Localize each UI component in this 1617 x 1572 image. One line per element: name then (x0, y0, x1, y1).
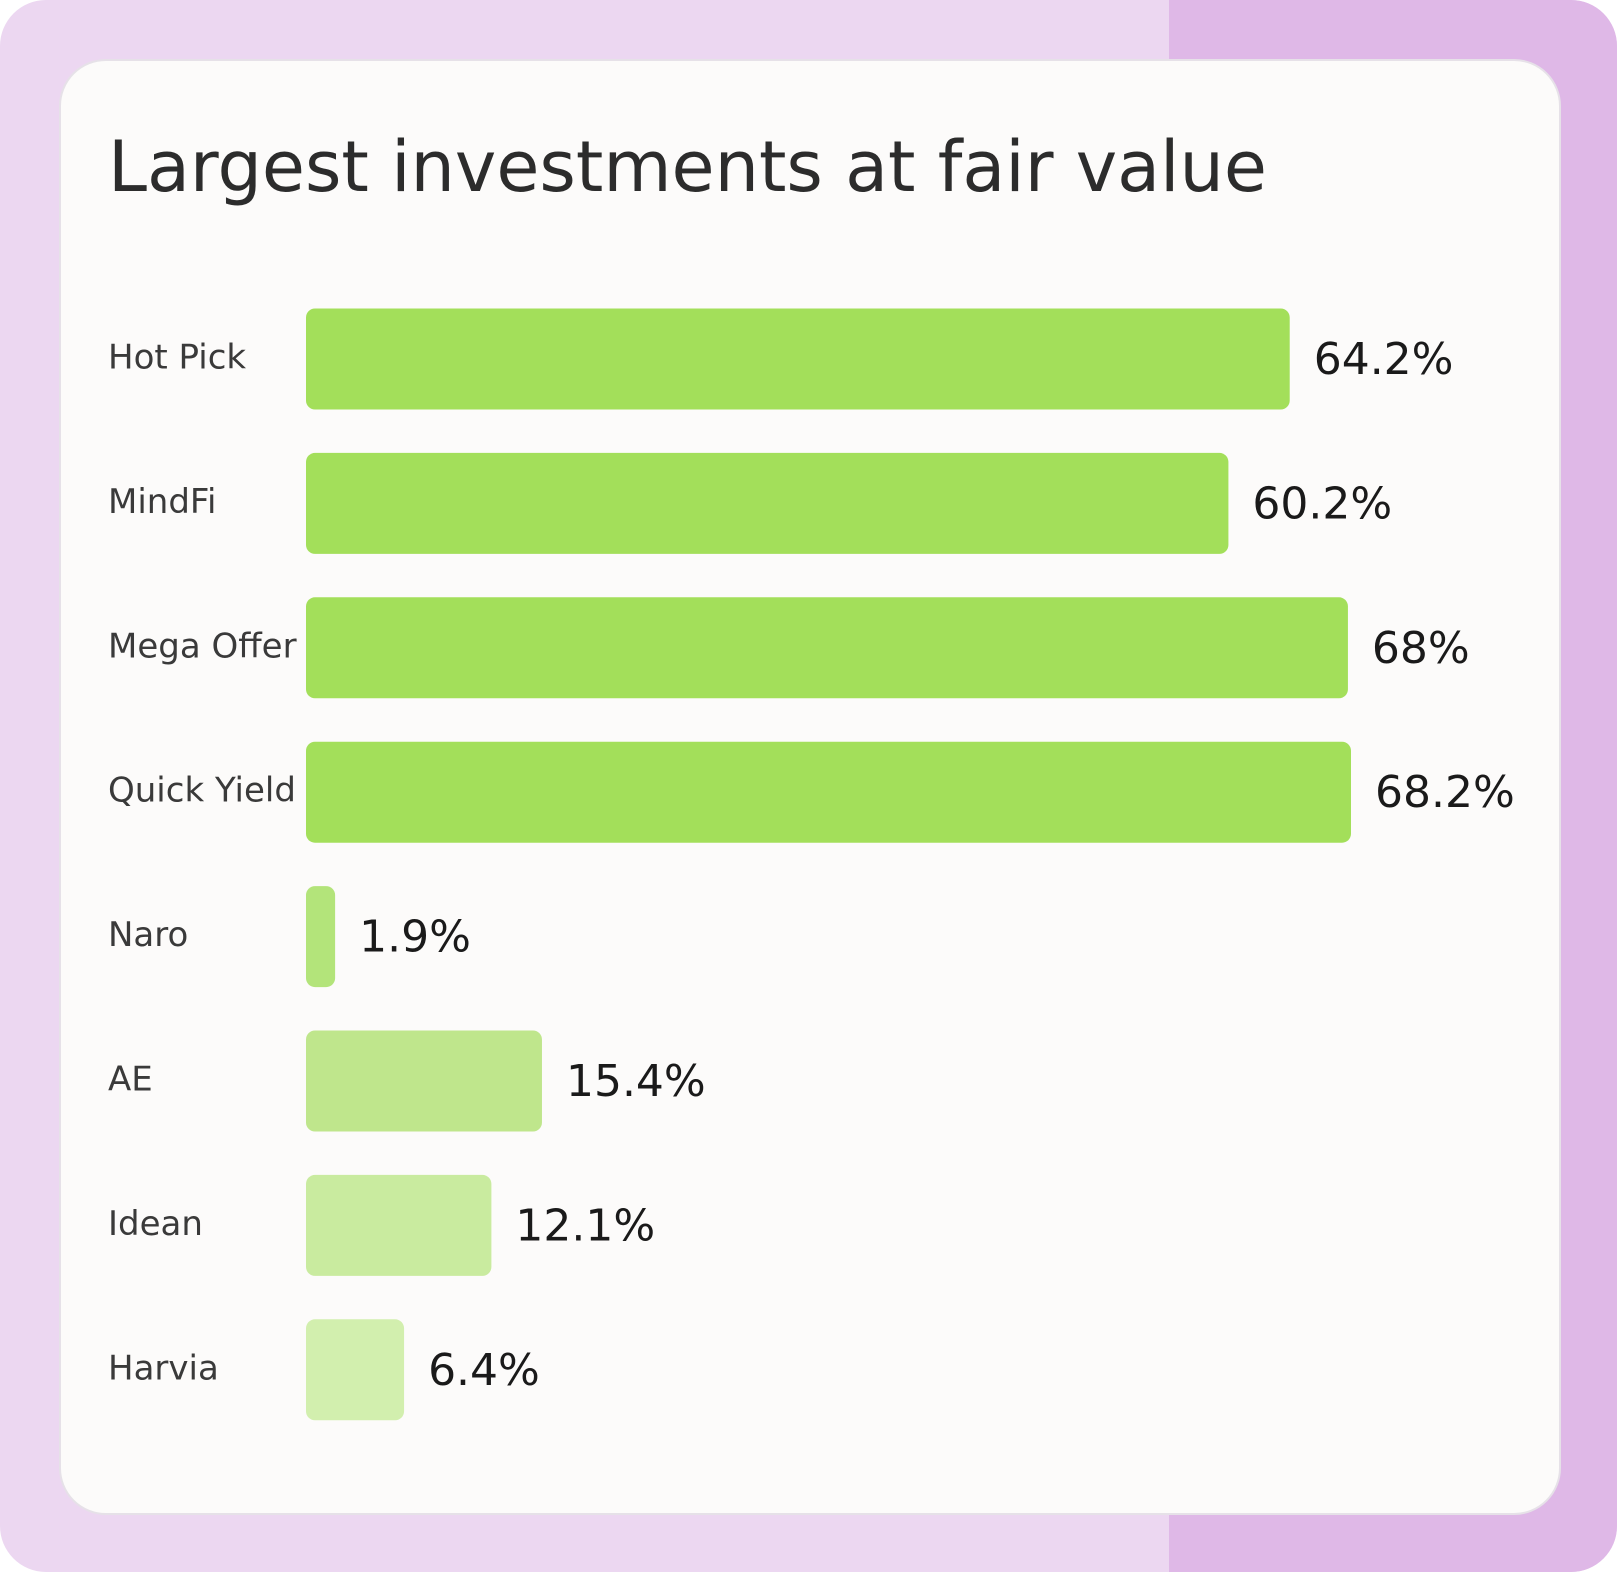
value-label: 6.4% (428, 1345, 540, 1396)
bar (306, 308, 1290, 410)
bar (306, 1174, 492, 1276)
bar (306, 1030, 542, 1132)
category-label: Mega Offer (108, 626, 297, 666)
bar (306, 741, 1351, 843)
value-label: 12.1% (515, 1200, 655, 1251)
category-label: Harvia (108, 1348, 219, 1388)
category-label: Idean (108, 1204, 203, 1244)
bar (306, 886, 336, 988)
category-label: Naro (108, 915, 188, 955)
value-label: 68.2% (1375, 767, 1515, 818)
category-label: Hot Pick (108, 338, 246, 378)
category-label: Quick Yield (108, 771, 296, 811)
chart-title: Largest investments at fair value (108, 126, 1267, 208)
bar (306, 452, 1229, 554)
value-label: 60.2% (1252, 478, 1392, 529)
value-label: 64.2% (1314, 334, 1454, 385)
bar (306, 1319, 405, 1421)
category-label: AE (108, 1060, 153, 1100)
category-label: MindFi (108, 482, 216, 522)
bar (306, 597, 1348, 699)
value-label: 1.9% (359, 912, 471, 963)
value-label: 15.4% (566, 1056, 706, 1107)
value-label: 68% (1372, 623, 1470, 674)
